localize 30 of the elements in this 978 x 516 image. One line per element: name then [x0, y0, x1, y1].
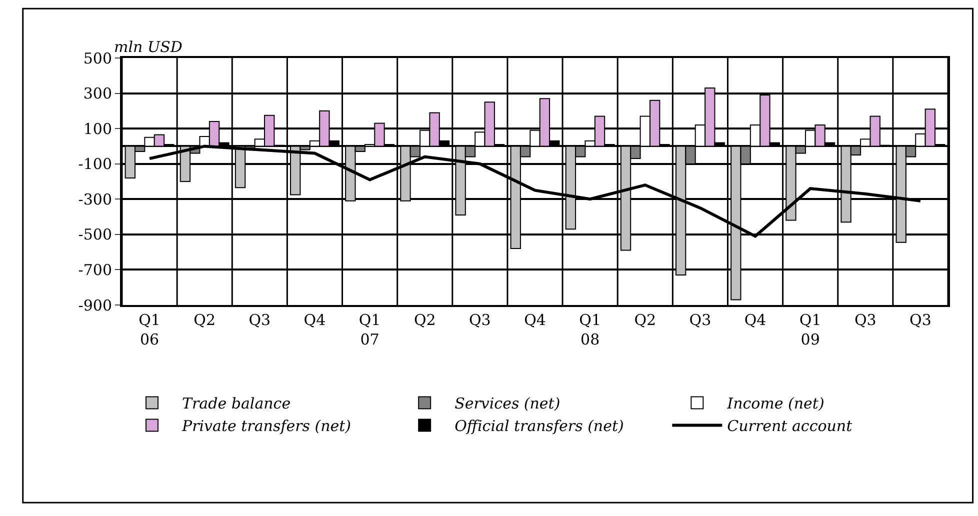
y-tick-label: -300 [78, 190, 112, 208]
x-tick-label: Q2 [634, 311, 656, 329]
x-tick-label: Q4 [744, 311, 766, 329]
x-tick-label: Q3 [854, 311, 876, 329]
x-tick-label: Q1 09 [799, 311, 822, 348]
legend-label: Private transfers (net) [181, 417, 352, 436]
legend-label: Official transfers (net) [454, 417, 624, 436]
y-axis-title: mln USD [114, 38, 182, 56]
x-tick-label: Q1 07 [358, 311, 381, 348]
y-tick-label: -900 [78, 296, 112, 314]
x-tick-label: Q1 08 [579, 311, 601, 348]
x-tick-label: Q3 [689, 311, 712, 329]
x-tick-label: Q2 [414, 311, 436, 329]
x-tick-label: Q3 [248, 311, 271, 329]
legend-label: Services (net) [454, 394, 560, 413]
y-tick-label: -500 [78, 226, 112, 244]
y-tick-label: 500 [83, 49, 112, 68]
legend-label: Current account [727, 417, 854, 436]
y-tick-label: -700 [78, 260, 112, 279]
x-tick-label: Q2 [194, 311, 216, 329]
x-tick-label: Q4 [304, 311, 326, 329]
x-tick-label: Q3 [469, 311, 491, 329]
x-tick-label: Q3 [910, 311, 932, 329]
x-tick-label: Q1 06 [138, 311, 160, 348]
legend-label: Trade balance [182, 394, 291, 413]
x-tick-label: Q4 [524, 311, 546, 329]
legend-label: Income (net) [726, 394, 824, 413]
y-tick-label: -100 [78, 155, 112, 174]
y-tick-label: 100 [83, 120, 112, 138]
y-tick-label: 300 [83, 84, 112, 103]
